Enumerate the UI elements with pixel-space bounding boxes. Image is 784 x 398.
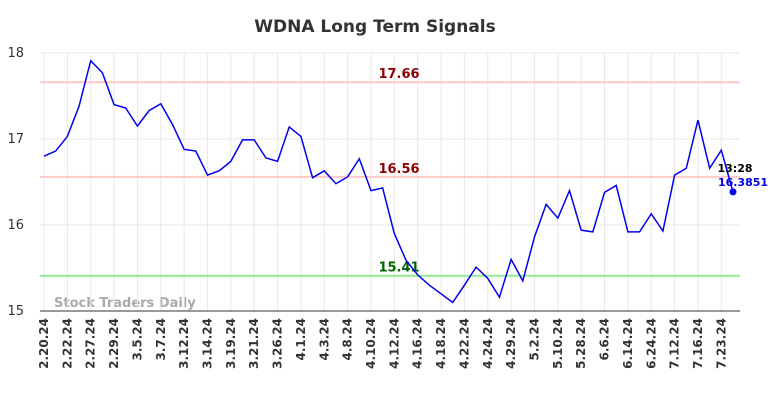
x-tick-label: 2.22.24: [60, 318, 74, 369]
x-tick-label: 2.20.24: [37, 318, 51, 369]
x-tick-label: 3.7.24: [154, 318, 168, 361]
last-time: 13:28: [717, 162, 752, 175]
x-tick-label: 2.29.24: [107, 318, 121, 369]
x-tick-label: 4.3.24: [317, 318, 331, 361]
x-tick-label: 4.10.24: [364, 318, 378, 369]
chart-title: WDNA Long Term Signals: [254, 17, 496, 37]
x-tick-label: 7.16.24: [691, 318, 705, 369]
x-tick-label: 4.24.24: [481, 318, 495, 369]
x-tick-label: 4.8.24: [341, 318, 355, 361]
x-tick-label: 3.21.24: [247, 318, 261, 369]
last-point: [729, 188, 737, 196]
x-tick-label: 6.14.24: [621, 318, 635, 369]
x-tick-label: 5.28.24: [574, 318, 588, 369]
x-tick-label: 4.29.24: [504, 318, 518, 369]
x-tick-label: 4.18.24: [434, 318, 448, 369]
x-tick-label: 4.22.24: [457, 318, 471, 369]
x-tick-label: 6.24.24: [644, 318, 658, 369]
signal-label: 16.56: [378, 162, 419, 177]
x-tick-label: 6.6.24: [598, 318, 612, 361]
price-line: [43, 59, 734, 304]
watermark: Stock Traders Daily: [54, 296, 196, 311]
x-tick-label: 3.12.24: [177, 318, 191, 369]
y-tick-label: 15: [7, 304, 24, 319]
x-tick-label: 4.16.24: [411, 318, 425, 369]
y-tick-label: 18: [7, 46, 24, 61]
signal-label: 17.66: [378, 67, 419, 82]
last-value: 16.3851: [718, 176, 768, 189]
signal-label: 15.41: [378, 261, 419, 276]
x-tick-label: 4.1.24: [294, 318, 308, 361]
x-tick-label: 5.10.24: [551, 318, 565, 369]
x-tick-label: 4.12.24: [387, 318, 401, 369]
x-tick-label: 3.19.24: [224, 318, 238, 369]
x-tick-label: 2.27.24: [84, 318, 98, 369]
y-tick-label: 17: [7, 132, 24, 147]
x-tick-label: 3.5.24: [130, 318, 144, 361]
x-tick-label: 7.23.24: [714, 318, 728, 369]
x-tick-label: 5.2.24: [527, 318, 541, 361]
x-tick-label: 3.26.24: [271, 318, 285, 369]
y-tick-label: 16: [7, 218, 24, 233]
x-tick-label: 3.14.24: [200, 318, 214, 369]
x-tick-label: 7.12.24: [668, 318, 682, 369]
